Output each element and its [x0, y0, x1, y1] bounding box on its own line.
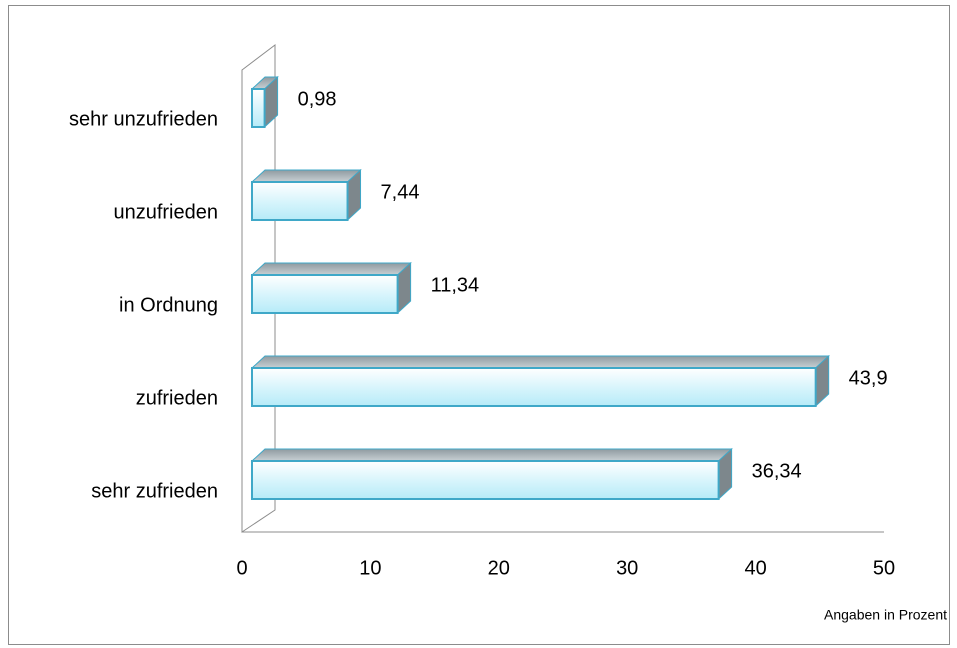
chart-frame — [8, 5, 950, 645]
x-tick-label: 0 — [236, 557, 247, 579]
bar-top — [250, 448, 733, 462]
y-tick-label: unzufrieden — [113, 201, 218, 223]
x-tick-label: 10 — [359, 557, 381, 579]
y-tick-label: in Ordnung — [119, 294, 218, 316]
y-tick-label: zufrieden — [136, 387, 218, 409]
x-tick-label: 40 — [744, 557, 766, 579]
x-tick-label: 50 — [873, 557, 895, 579]
value-label: 0,98 — [298, 88, 337, 110]
value-label: 11,34 — [431, 274, 480, 296]
bar-top — [250, 169, 362, 183]
bar-top — [250, 262, 412, 276]
bar — [251, 181, 349, 221]
y-tick-label: sehr unzufrieden — [69, 108, 218, 130]
bar-top — [250, 355, 830, 369]
bar — [251, 460, 720, 500]
bar — [251, 367, 817, 407]
x-tick-label: 30 — [616, 557, 638, 579]
value-label: 43,9 — [849, 367, 888, 389]
value-label: 7,44 — [381, 181, 420, 203]
bar — [251, 274, 399, 314]
x-tick-label: 20 — [488, 557, 510, 579]
value-label: 36,34 — [752, 460, 802, 482]
x-axis-label: Angaben in Prozent — [824, 607, 947, 623]
y-tick-label: sehr zufrieden — [91, 480, 218, 502]
bar — [251, 88, 266, 128]
